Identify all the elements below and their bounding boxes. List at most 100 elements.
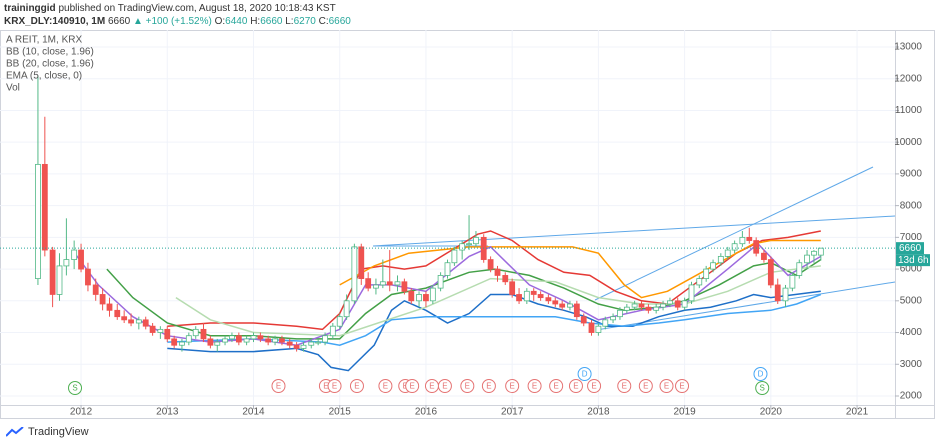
event-label: S: [760, 384, 765, 393]
event-marker: [568, 379, 583, 393]
countdown: 13d 6h: [898, 255, 929, 266]
legend-title: A REIT, 1M, KRX: [6, 35, 82, 46]
candle-body: [99, 294, 106, 305]
trendline: [594, 166, 874, 301]
candle-body: [688, 284, 695, 302]
candle-body: [696, 278, 703, 286]
candle-body: [645, 306, 652, 311]
quote-line: KRX_DLY:140910, 1M 6660 ▲ +100 (+1.52%) …: [4, 15, 351, 28]
quote-key: O:: [214, 16, 226, 27]
event-label: E: [664, 382, 669, 391]
candle-body: [41, 163, 48, 251]
event-marker: [675, 379, 690, 393]
published: published on TradingView.com, August 18,…: [58, 3, 336, 14]
event-label: E: [429, 382, 434, 391]
candle-body: [164, 328, 171, 340]
candle-body: [588, 322, 595, 333]
candle-body: [92, 284, 99, 295]
candle-body: [811, 250, 817, 256]
x-tick-label: 2015: [329, 407, 352, 418]
change: ▲ +100 (+1.52%): [132, 16, 212, 27]
event-label: E: [553, 382, 558, 391]
x-tick-label: 2019: [673, 407, 696, 418]
candle-body: [573, 303, 580, 318]
candle-body: [602, 319, 609, 327]
trendline: [372, 215, 896, 247]
x-tick-label: 2021: [846, 407, 869, 418]
legend-item: EMA (5, close, 0): [6, 71, 82, 82]
candle-body: [724, 249, 731, 257]
event-marker: [349, 379, 364, 393]
candle-body: [329, 325, 336, 337]
indicator-line: [175, 265, 821, 337]
quote-value: 6660: [260, 16, 283, 27]
y-tick-label: 8000: [900, 200, 923, 211]
candle-body: [279, 338, 285, 343]
event-marker: [587, 379, 602, 393]
candle-body: [595, 325, 602, 333]
candle-body: [667, 300, 673, 305]
candle-body: [293, 344, 300, 349]
symbol: KRX_DLY:140910, 1M: [4, 16, 106, 27]
candle-body: [746, 236, 753, 241]
candle-body: [286, 341, 293, 346]
candle-body: [753, 240, 760, 254]
indicator-line: [71, 242, 822, 346]
event-label: E: [643, 382, 648, 391]
candle-body: [789, 275, 796, 289]
indicator-line: [167, 290, 821, 372]
event-marker: [659, 379, 674, 393]
quote-key: C:: [318, 16, 329, 27]
event-label: E: [591, 382, 596, 391]
event-label: E: [354, 382, 359, 391]
y-tick-label: 5000: [900, 295, 923, 306]
events: SEEEEEEEEEEEEEEEDEEEEEDS: [68, 367, 770, 395]
candle-body: [416, 294, 422, 302]
event-label: D: [758, 370, 764, 379]
header: traininggid published on TradingView.com…: [4, 2, 351, 28]
event-marker: [481, 379, 496, 393]
candle-body: [767, 259, 774, 286]
candle-body: [315, 341, 322, 344]
candle-body: [509, 281, 516, 295]
countdown-box: [896, 254, 930, 267]
candle-body: [142, 319, 149, 327]
candles: [0, 75, 895, 352]
y-tick-label: 2000: [900, 391, 923, 402]
candle-body: [185, 335, 192, 343]
x-tick-label: 2014: [242, 407, 265, 418]
candle-body: [250, 335, 257, 340]
event-marker: [327, 379, 342, 393]
candle-body: [343, 300, 350, 318]
candle-body: [401, 281, 408, 292]
candle-body: [63, 259, 70, 267]
candle-body: [272, 338, 278, 343]
candle-body: [717, 255, 724, 264]
candle-body: [559, 303, 566, 308]
candle-body: [358, 246, 365, 280]
author: traininggid: [4, 3, 56, 14]
event-label: E: [409, 382, 414, 391]
quote-value: 6440: [225, 16, 248, 27]
candle-body: [617, 309, 623, 318]
candle-body: [235, 335, 242, 343]
candle-body: [817, 247, 824, 256]
candle-body: [782, 287, 789, 302]
event-label: E: [442, 382, 447, 391]
quote-key: L:: [285, 16, 294, 27]
y-tick-label: 11000: [895, 105, 923, 116]
candle-body: [638, 303, 645, 308]
event-marker: [505, 379, 520, 393]
candle-body: [386, 281, 393, 286]
y-tick-label: 12000: [894, 73, 922, 84]
candle-body: [516, 294, 522, 302]
indicator-line: [339, 239, 821, 299]
candle-body: [243, 338, 250, 343]
y-tick-label: 3000: [900, 359, 923, 370]
candle-body: [623, 306, 630, 311]
candle-body: [459, 243, 466, 251]
grid: [0, 30, 895, 405]
candle-body: [394, 281, 401, 286]
candle-body: [710, 262, 716, 270]
candle-body: [171, 338, 178, 346]
